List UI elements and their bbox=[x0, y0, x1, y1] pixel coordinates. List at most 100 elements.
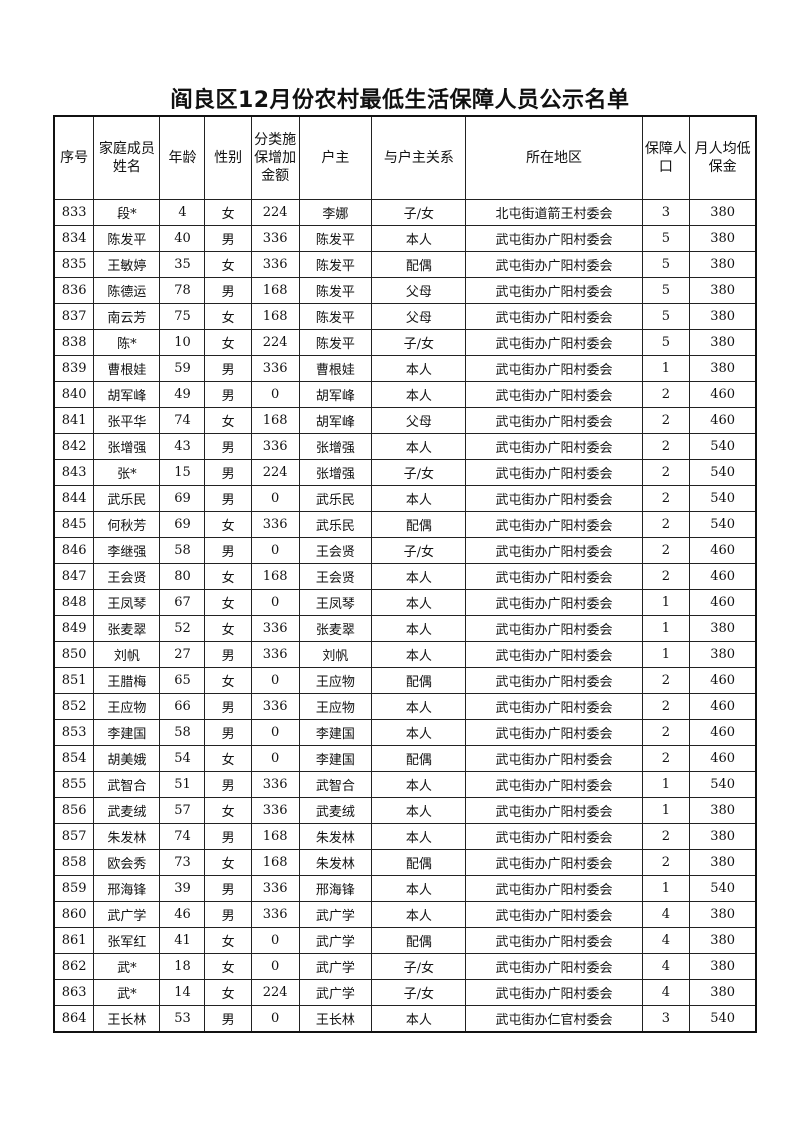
cell-index: 856 bbox=[53, 797, 95, 824]
cell-member-name: 武智合 bbox=[93, 771, 161, 798]
cell-monthly-allowance: 380 bbox=[689, 849, 757, 876]
table-row: 855 武智合 51 男 336 武智合 本人 武屯街办广阳村委会 1 540 bbox=[53, 771, 757, 798]
cell-extra-amount: 336 bbox=[250, 901, 300, 928]
cell-index: 859 bbox=[53, 875, 95, 902]
cell-monthly-allowance: 460 bbox=[689, 589, 757, 616]
cell-region: 武屯街办广阳村委会 bbox=[465, 927, 643, 954]
cell-covered-count: 4 bbox=[641, 901, 691, 928]
cell-member-name: 王敏婷 bbox=[93, 251, 161, 278]
cell-monthly-allowance: 460 bbox=[689, 667, 757, 694]
cell-household-head: 陈发平 bbox=[298, 277, 373, 304]
cell-region: 武屯街办广阳村委会 bbox=[465, 381, 643, 408]
cell-extra-amount: 336 bbox=[250, 225, 300, 252]
cell-age: 14 bbox=[159, 979, 206, 1006]
cell-household-head: 张麦翠 bbox=[298, 615, 373, 642]
cell-covered-count: 1 bbox=[641, 355, 691, 382]
table-row: 839 曹根娃 59 男 336 曹根娃 本人 武屯街办广阳村委会 1 380 bbox=[53, 355, 757, 382]
cell-member-name: 张平华 bbox=[93, 407, 161, 434]
cell-region: 武屯街办广阳村委会 bbox=[465, 693, 643, 720]
table-row: 835 王敏婷 35 女 336 陈发平 配偶 武屯街办广阳村委会 5 380 bbox=[53, 251, 757, 278]
cell-region: 武屯街办广阳村委会 bbox=[465, 901, 643, 928]
cell-monthly-allowance: 380 bbox=[689, 225, 757, 252]
cell-member-name: 王应物 bbox=[93, 693, 161, 720]
cell-index: 833 bbox=[53, 199, 95, 226]
cell-relation: 本人 bbox=[371, 381, 467, 408]
cell-extra-amount: 336 bbox=[250, 615, 300, 642]
cell-covered-count: 2 bbox=[641, 667, 691, 694]
cell-relation: 子/女 bbox=[371, 459, 467, 486]
cell-region: 武屯街办广阳村委会 bbox=[465, 563, 643, 590]
cell-covered-count: 3 bbox=[641, 1005, 691, 1033]
column-header-monthly-allowance: 月人均低保金 bbox=[689, 115, 757, 200]
cell-covered-count: 2 bbox=[641, 381, 691, 408]
cell-relation: 子/女 bbox=[371, 329, 467, 356]
cell-extra-amount: 336 bbox=[250, 251, 300, 278]
cell-monthly-allowance: 380 bbox=[689, 277, 757, 304]
cell-index: 839 bbox=[53, 355, 95, 382]
cell-household-head: 曹根娃 bbox=[298, 355, 373, 382]
cell-index: 845 bbox=[53, 511, 95, 538]
cell-extra-amount: 0 bbox=[250, 745, 300, 772]
cell-covered-count: 1 bbox=[641, 797, 691, 824]
cell-index: 861 bbox=[53, 927, 95, 954]
cell-relation: 本人 bbox=[371, 485, 467, 512]
cell-index: 835 bbox=[53, 251, 95, 278]
cell-age: 75 bbox=[159, 303, 206, 330]
cell-member-name: 武* bbox=[93, 979, 161, 1006]
cell-region: 武屯街办广阳村委会 bbox=[465, 277, 643, 304]
cell-member-name: 曹根娃 bbox=[93, 355, 161, 382]
cell-monthly-allowance: 540 bbox=[689, 485, 757, 512]
cell-member-name: 邢海锋 bbox=[93, 875, 161, 902]
cell-age: 40 bbox=[159, 225, 206, 252]
table-row: 847 王会贤 80 女 168 王会贤 本人 武屯街办广阳村委会 2 460 bbox=[53, 563, 757, 590]
cell-relation: 本人 bbox=[371, 1005, 467, 1033]
cell-index: 852 bbox=[53, 693, 95, 720]
cell-relation: 本人 bbox=[371, 719, 467, 746]
cell-relation: 本人 bbox=[371, 771, 467, 798]
cell-member-name: 陈发平 bbox=[93, 225, 161, 252]
cell-monthly-allowance: 460 bbox=[689, 719, 757, 746]
cell-index: 849 bbox=[53, 615, 95, 642]
cell-age: 52 bbox=[159, 615, 206, 642]
cell-age: 69 bbox=[159, 485, 206, 512]
cell-age: 74 bbox=[159, 823, 206, 850]
cell-age: 58 bbox=[159, 719, 206, 746]
cell-index: 846 bbox=[53, 537, 95, 564]
cell-age: 78 bbox=[159, 277, 206, 304]
cell-household-head: 王凤琴 bbox=[298, 589, 373, 616]
cell-extra-amount: 336 bbox=[250, 797, 300, 824]
cell-household-head: 王应物 bbox=[298, 667, 373, 694]
cell-covered-count: 2 bbox=[641, 407, 691, 434]
table-row: 845 何秋芳 69 女 336 武乐民 配偶 武屯街办广阳村委会 2 540 bbox=[53, 511, 757, 538]
cell-gender: 男 bbox=[204, 537, 252, 564]
cell-household-head: 武乐民 bbox=[298, 485, 373, 512]
cell-member-name: 李继强 bbox=[93, 537, 161, 564]
cell-region: 武屯街办广阳村委会 bbox=[465, 433, 643, 460]
cell-member-name: 武麦绒 bbox=[93, 797, 161, 824]
cell-member-name: 陈德运 bbox=[93, 277, 161, 304]
cell-relation: 子/女 bbox=[371, 537, 467, 564]
cell-relation: 配偶 bbox=[371, 667, 467, 694]
cell-member-name: 南云芳 bbox=[93, 303, 161, 330]
cell-index: 841 bbox=[53, 407, 95, 434]
cell-covered-count: 2 bbox=[641, 433, 691, 460]
cell-index: 836 bbox=[53, 277, 95, 304]
cell-region: 武屯街办广阳村委会 bbox=[465, 771, 643, 798]
cell-extra-amount: 336 bbox=[250, 355, 300, 382]
cell-extra-amount: 168 bbox=[250, 823, 300, 850]
cell-household-head: 李建国 bbox=[298, 745, 373, 772]
cell-age: 49 bbox=[159, 381, 206, 408]
cell-gender: 女 bbox=[204, 511, 252, 538]
cell-gender: 女 bbox=[204, 953, 252, 980]
cell-gender: 女 bbox=[204, 251, 252, 278]
cell-covered-count: 1 bbox=[641, 875, 691, 902]
cell-monthly-allowance: 380 bbox=[689, 329, 757, 356]
cell-relation: 配偶 bbox=[371, 745, 467, 772]
cell-extra-amount: 0 bbox=[250, 1005, 300, 1033]
cell-household-head: 朱发林 bbox=[298, 823, 373, 850]
cell-household-head: 武广学 bbox=[298, 901, 373, 928]
cell-member-name: 张增强 bbox=[93, 433, 161, 460]
cell-covered-count: 2 bbox=[641, 563, 691, 590]
cell-gender: 男 bbox=[204, 225, 252, 252]
cell-gender: 男 bbox=[204, 875, 252, 902]
